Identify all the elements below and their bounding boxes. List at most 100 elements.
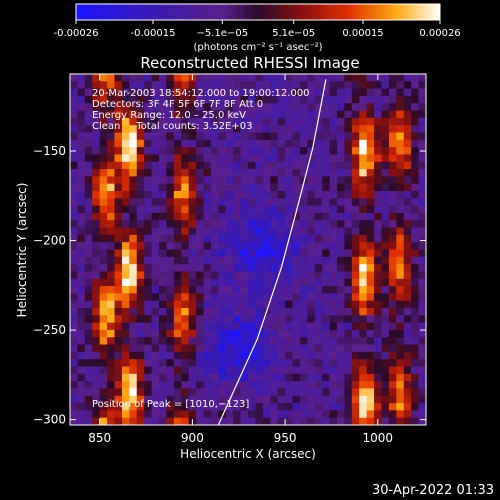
- heatmap-cell: [92, 176, 101, 185]
- heatmap-cell: [159, 256, 168, 265]
- heatmap-cell: [366, 117, 375, 126]
- heatmap-cell: [374, 322, 383, 331]
- heatmap-cell: [107, 220, 116, 229]
- heatmap-cell: [359, 293, 368, 302]
- heatmap-cell: [381, 227, 390, 236]
- heatmap-cell: [270, 395, 279, 404]
- heatmap-cell: [411, 410, 420, 419]
- heatmap-cell: [314, 403, 323, 411]
- heatmap-cell: [240, 366, 249, 375]
- heatmap-cell: [344, 366, 353, 375]
- heatmap-cell: [337, 410, 346, 419]
- heatmap-cell: [277, 293, 286, 302]
- heatmap-cell: [70, 381, 79, 390]
- heatmap-cell: [188, 132, 197, 141]
- heatmap-cell: [92, 147, 101, 156]
- heatmap-cell: [203, 329, 212, 338]
- heatmap-cell: [337, 278, 346, 287]
- heatmap-cell: [136, 315, 145, 324]
- heatmap-cell: [344, 81, 353, 90]
- heatmap-cell: [188, 139, 197, 148]
- heatmap-cell: [307, 366, 316, 375]
- heatmap-cell: [121, 293, 130, 302]
- heatmap-cell: [144, 198, 153, 207]
- heatmap-cell: [203, 278, 212, 287]
- heatmap-cell: [366, 256, 375, 265]
- heatmap-cell: [248, 103, 257, 112]
- heatmap-cell: [181, 234, 190, 243]
- heatmap-cell: [151, 103, 160, 112]
- heatmap-cell: [144, 176, 153, 185]
- heatmap-cell: [225, 139, 234, 148]
- heatmap-cell: [188, 308, 197, 316]
- heatmap-cell: [292, 344, 301, 353]
- heatmap-cell: [299, 234, 308, 243]
- heatmap-cell: [136, 74, 145, 82]
- heatmap-cell: [173, 366, 182, 375]
- heatmap-cell: [277, 344, 286, 353]
- heatmap-cell: [411, 147, 420, 156]
- heatmap-cell: [233, 395, 242, 404]
- heatmap-cell: [84, 381, 93, 390]
- heatmap-cell: [181, 271, 190, 280]
- heatmap-cell: [359, 95, 368, 104]
- heatmap-cell: [188, 205, 197, 214]
- heatmap-cell: [351, 191, 360, 199]
- heatmap-cell: [388, 410, 397, 419]
- heatmap-cell: [307, 125, 316, 134]
- heatmap-cell: [329, 212, 338, 221]
- heatmap-cell: [92, 117, 101, 126]
- heatmap-cell: [144, 337, 153, 346]
- heatmap-cell: [77, 366, 86, 375]
- heatmap-cell: [255, 388, 264, 397]
- heatmap-cell: [329, 329, 338, 338]
- heatmap-cell: [99, 308, 108, 316]
- heatmap-cell: [77, 220, 86, 229]
- heatmap-cell: [329, 395, 338, 404]
- heatmap-cell: [411, 344, 420, 353]
- heatmap-cell: [84, 95, 93, 104]
- heatmap-cell: [159, 169, 168, 177]
- heatmap-cell: [166, 417, 175, 425]
- heatmap-cell: [166, 373, 175, 382]
- heatmap-cell: [203, 359, 212, 368]
- heatmap-cell: [359, 132, 368, 141]
- heatmap-cell: [233, 373, 242, 382]
- heatmap-cell: [181, 139, 190, 148]
- heatmap-cell: [240, 395, 249, 404]
- heatmap-cell: [203, 81, 212, 90]
- heatmap-cell: [292, 125, 301, 134]
- heatmap-cell: [381, 234, 390, 243]
- heatmap-cell: [277, 103, 286, 112]
- heatmap-cell: [136, 329, 145, 338]
- heatmap-cell: [173, 286, 182, 294]
- heatmap-cell: [144, 315, 153, 324]
- heatmap-cell: [314, 117, 323, 126]
- heatmap-cell: [196, 308, 205, 316]
- heatmap-cell: [114, 74, 123, 82]
- heatmap-cell: [262, 198, 271, 207]
- heatmap-cell: [218, 169, 227, 177]
- heatmap-cell: [203, 242, 212, 251]
- heatmap-cell: [381, 359, 390, 368]
- heatmap-cell: [374, 176, 383, 185]
- heatmap-cell: [159, 315, 168, 324]
- heatmap-cell: [218, 154, 227, 163]
- heatmap-cell: [136, 227, 145, 236]
- heatmap-cell: [107, 103, 116, 112]
- heatmap-cell: [337, 125, 346, 134]
- heatmap-cell: [166, 161, 175, 170]
- heatmap-cell: [322, 95, 331, 104]
- heatmap-cell: [299, 110, 308, 119]
- heatmap-cell: [188, 103, 197, 112]
- heatmap-cell: [173, 117, 182, 126]
- heatmap-cell: [166, 403, 175, 411]
- heatmap-cell: [285, 139, 294, 148]
- heatmap-cell: [188, 161, 197, 170]
- heatmap-cell: [262, 278, 271, 287]
- heatmap-cell: [322, 329, 331, 338]
- heatmap-cell: [322, 344, 331, 353]
- heatmap-cell: [418, 95, 426, 104]
- heatmap-cell: [136, 176, 145, 185]
- heatmap-cell: [196, 410, 205, 419]
